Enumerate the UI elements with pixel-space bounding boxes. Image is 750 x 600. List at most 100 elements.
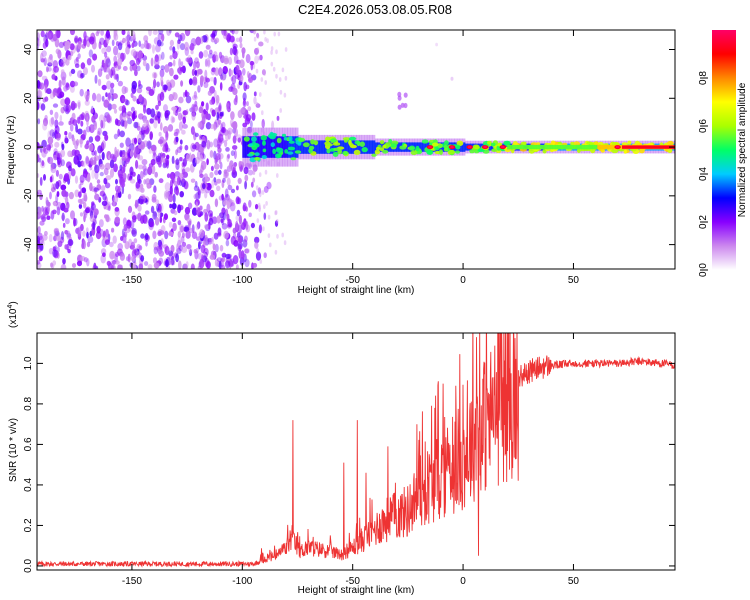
noise-blob — [258, 172, 262, 178]
snr-y-tick-label: 0.2 — [23, 518, 34, 532]
band-core — [406, 142, 410, 152]
noise-blob — [136, 57, 141, 66]
noise-blob — [203, 49, 209, 58]
noise-blob — [50, 262, 54, 268]
noise-blob — [219, 244, 224, 252]
noise-blob — [57, 240, 63, 247]
band-center — [607, 144, 612, 150]
noise-blob — [235, 37, 240, 42]
noise-blob — [215, 54, 219, 62]
noise-blob — [238, 249, 242, 259]
noise-blob — [39, 220, 45, 226]
noise-blob — [44, 230, 48, 236]
noise-blob — [80, 73, 85, 78]
noise-blob — [256, 218, 260, 224]
noise-blob — [77, 233, 82, 240]
colorbar-tick-label: 0.0 — [698, 263, 709, 277]
noise-blob — [73, 155, 80, 165]
noise-blob — [171, 116, 176, 123]
noise-blob — [162, 84, 168, 91]
noise-blob — [130, 256, 135, 262]
noise-blob — [37, 80, 41, 89]
noise-blob — [47, 30, 54, 40]
snr-y-tick-label: 0.6 — [23, 437, 34, 451]
band-core — [287, 136, 291, 158]
noise-blob — [127, 111, 133, 117]
band-blob — [342, 150, 349, 156]
noise-blob — [41, 148, 47, 158]
noise-blob — [171, 106, 178, 111]
snr-x-tick-label: -50 — [345, 576, 360, 587]
noise-blob — [122, 172, 127, 180]
band-blob — [343, 139, 348, 143]
noise-blob — [206, 59, 211, 68]
band-core — [313, 140, 317, 154]
spectrogram-y-label: Frequency (Hz) — [6, 116, 17, 185]
noise-blob — [283, 92, 287, 98]
noise-blob — [217, 105, 222, 115]
band-blob — [284, 149, 289, 154]
noise-blob — [209, 49, 213, 55]
noise-blob — [114, 74, 118, 80]
noise-blob — [177, 106, 182, 113]
noise-blob — [105, 74, 110, 80]
noise-blob — [237, 197, 242, 205]
noise-blob — [234, 128, 239, 138]
noise-blob — [94, 156, 97, 166]
noise-blob — [50, 187, 56, 193]
faint-patch — [450, 76, 454, 81]
band-blob — [389, 143, 397, 148]
noise-blob — [83, 214, 86, 223]
noise-blob — [197, 187, 200, 195]
noise-blob — [140, 141, 146, 150]
noise-blob — [252, 177, 256, 183]
noise-blob — [90, 156, 95, 166]
noise-blob — [78, 203, 83, 209]
noise-blob — [124, 119, 128, 129]
noise-blob — [221, 127, 225, 133]
noise-blob — [213, 138, 219, 148]
noise-blob — [90, 108, 94, 114]
noise-blob — [75, 227, 80, 234]
noise-blob — [248, 212, 252, 218]
noise-blob — [37, 37, 40, 46]
noise-blob — [181, 176, 185, 184]
band-center — [565, 144, 569, 150]
noise-blob — [229, 202, 236, 212]
noise-blob — [215, 155, 219, 163]
noise-blob — [48, 234, 53, 243]
spectrogram-y-axis: -40 -20 0 20 40 — [23, 44, 675, 252]
band-center — [539, 144, 543, 150]
band-peak-core — [467, 145, 472, 149]
noise-blob — [252, 170, 256, 176]
noise-blob — [37, 38, 41, 47]
noise-blob — [114, 195, 119, 203]
noise-blob — [109, 159, 115, 169]
noise-blob — [263, 204, 266, 210]
noise-blob — [126, 40, 131, 48]
noise-blob — [138, 195, 144, 205]
noise-blob — [109, 250, 115, 260]
noise-blob — [213, 89, 217, 99]
band-center — [517, 144, 521, 150]
noise-blob — [105, 217, 111, 222]
noise-blob — [47, 62, 53, 67]
noise-blob — [177, 220, 182, 226]
noise-blob — [111, 265, 114, 269]
noise-blob — [120, 119, 126, 127]
noise-blob — [191, 68, 195, 76]
noise-blob — [216, 111, 220, 121]
noise-blob — [64, 40, 71, 50]
noise-blob — [94, 193, 100, 201]
noise-blob — [131, 227, 137, 237]
noise-blob — [103, 177, 108, 185]
noise-blob — [61, 76, 66, 86]
band-blob — [310, 139, 315, 145]
noise-blob — [181, 232, 185, 239]
noise-blob — [164, 112, 170, 121]
noise-blob — [208, 210, 213, 218]
noise-blob — [136, 65, 141, 72]
noise-blob — [227, 153, 231, 159]
spectrogram-y-tick-label: -20 — [23, 188, 34, 203]
noise-blob — [176, 247, 182, 254]
